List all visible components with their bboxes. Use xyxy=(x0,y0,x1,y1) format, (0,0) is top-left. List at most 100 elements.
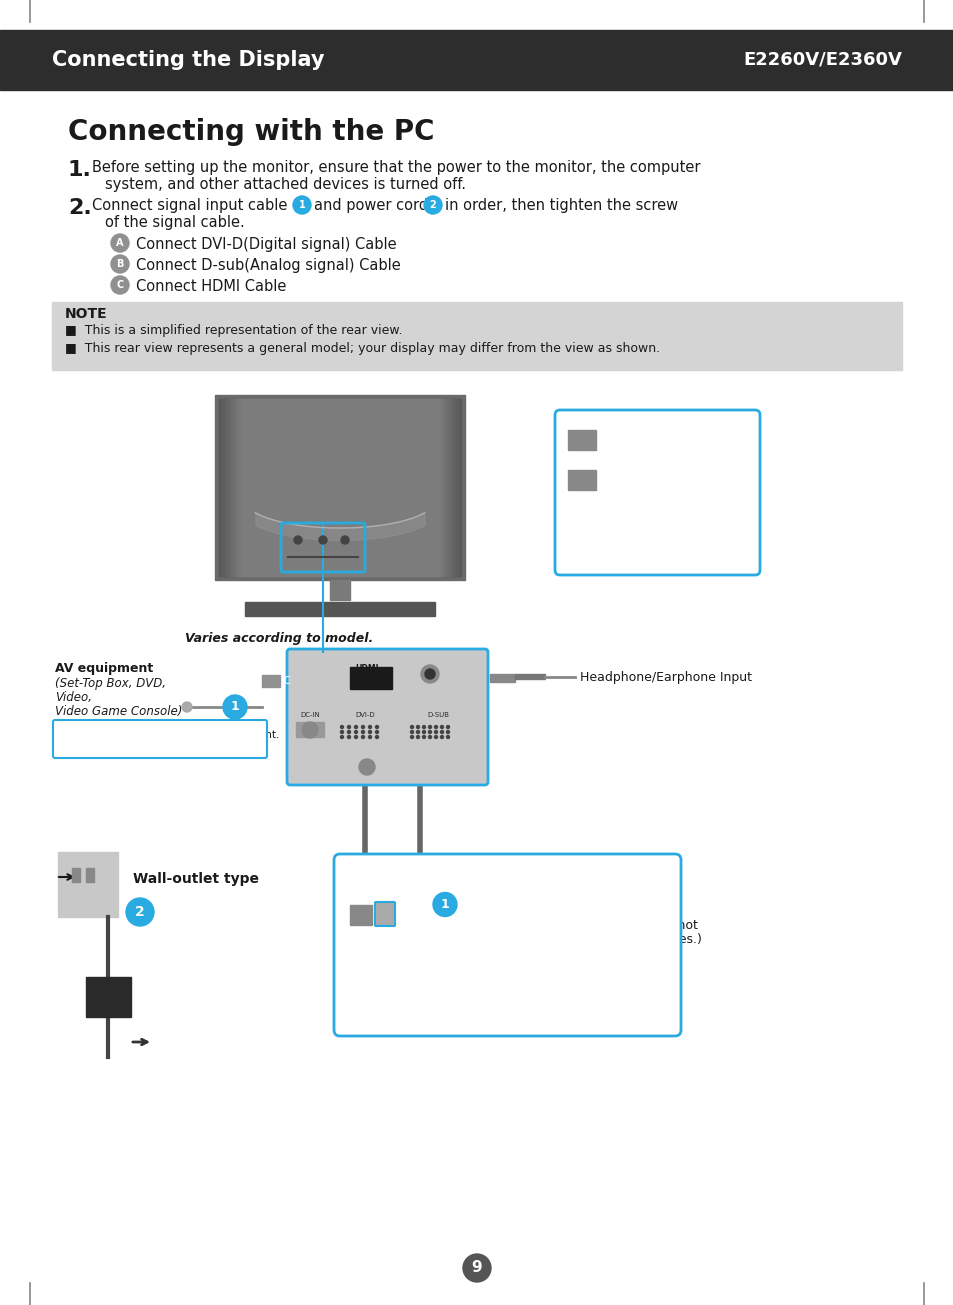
Text: DC-IN: DC-IN xyxy=(300,713,319,718)
Circle shape xyxy=(416,736,419,739)
Circle shape xyxy=(428,726,431,728)
Text: a  separate plug adapter is needed to: a separate plug adapter is needed to xyxy=(350,954,585,967)
Circle shape xyxy=(354,911,375,933)
Bar xyxy=(295,722,324,737)
FancyBboxPatch shape xyxy=(375,902,395,927)
Bar xyxy=(223,399,456,576)
Bar xyxy=(567,431,596,450)
Text: When using a D-Sub signal input cable: When using a D-Sub signal input cable xyxy=(350,874,620,887)
Circle shape xyxy=(375,736,378,739)
Text: input cable and: input cable and xyxy=(601,438,704,452)
Circle shape xyxy=(410,731,413,733)
Circle shape xyxy=(347,726,350,728)
Circle shape xyxy=(294,536,302,544)
Bar xyxy=(86,977,131,1017)
Text: E2260V/E2360V: E2260V/E2360V xyxy=(742,51,901,69)
Text: 1: 1 xyxy=(231,701,239,714)
Text: Video,: Video, xyxy=(55,692,91,703)
Text: Varies according to model.: Varies according to model. xyxy=(185,632,373,645)
Circle shape xyxy=(434,731,437,733)
Circle shape xyxy=(340,536,349,544)
Text: * Not supported PC: * Not supported PC xyxy=(60,744,160,754)
Bar xyxy=(330,579,350,600)
Text: AV equipment: AV equipment xyxy=(55,662,153,675)
Circle shape xyxy=(422,726,425,728)
Text: For Apple Macintosh use,: For Apple Macintosh use, xyxy=(424,940,585,953)
Text: * HDMI is optimized on the AV equipment.: * HDMI is optimized on the AV equipment. xyxy=(60,729,279,740)
Text: Headphone/Earphone Input: Headphone/Earphone Input xyxy=(579,671,751,684)
Circle shape xyxy=(409,911,431,933)
Text: to a 15 pin  2 row connector.: to a 15 pin 2 row connector. xyxy=(350,996,529,1009)
Text: direction of the: direction of the xyxy=(601,487,704,500)
Circle shape xyxy=(433,893,456,916)
Circle shape xyxy=(434,736,437,739)
Text: 2: 2 xyxy=(429,200,436,210)
Text: PC: PC xyxy=(512,894,530,908)
Circle shape xyxy=(368,731,371,733)
Text: ■  This rear view represents a general model; your display may differ from the v: ■ This rear view represents a general mo… xyxy=(65,342,659,355)
Circle shape xyxy=(416,731,419,733)
Bar xyxy=(227,399,453,576)
Circle shape xyxy=(440,731,443,733)
Bar xyxy=(405,878,435,890)
FancyBboxPatch shape xyxy=(214,395,464,579)
Circle shape xyxy=(111,254,129,273)
Text: 2: 2 xyxy=(135,904,145,919)
Bar xyxy=(234,399,444,576)
Bar xyxy=(239,399,440,576)
Text: Mac adapter :: Mac adapter : xyxy=(350,940,447,953)
Bar xyxy=(470,890,495,902)
Circle shape xyxy=(428,736,431,739)
Circle shape xyxy=(111,275,129,294)
Bar xyxy=(0,30,953,90)
Bar xyxy=(221,399,458,576)
Bar xyxy=(350,904,372,925)
Text: Connecting the Display: Connecting the Display xyxy=(52,50,324,70)
Text: 1.: 1. xyxy=(68,161,91,180)
Circle shape xyxy=(428,731,431,733)
Text: PC: PC xyxy=(512,919,530,933)
Bar xyxy=(86,868,94,882)
Circle shape xyxy=(422,731,425,733)
Text: ■  This is a simplified representation of the rear view.: ■ This is a simplified representation of… xyxy=(65,324,402,337)
Text: C: C xyxy=(116,281,124,290)
Text: change the 15 pin high density (3 row) D-: change the 15 pin high density (3 row) D… xyxy=(350,968,611,981)
Circle shape xyxy=(375,731,378,733)
Text: available in all countries.): available in all countries.) xyxy=(539,933,701,946)
Text: Connect D-sub(Analog signal) Cable: Connect D-sub(Analog signal) Cable xyxy=(136,258,400,273)
Circle shape xyxy=(361,731,364,733)
Text: 1: 1 xyxy=(298,200,305,210)
Text: the figure.: the figure. xyxy=(601,519,672,532)
Text: sub VGA connector on the supplied cable: sub VGA connector on the supplied cable xyxy=(350,981,607,994)
Bar xyxy=(355,897,375,902)
Circle shape xyxy=(340,736,343,739)
Text: C: C xyxy=(284,676,291,686)
Circle shape xyxy=(368,736,371,739)
Circle shape xyxy=(347,736,350,739)
Bar xyxy=(229,399,451,576)
Circle shape xyxy=(462,1254,491,1282)
Text: 1: 1 xyxy=(440,898,449,911)
Circle shape xyxy=(358,760,375,775)
Text: Connecting with the PC: Connecting with the PC xyxy=(68,117,434,146)
Bar xyxy=(350,667,392,689)
Circle shape xyxy=(126,898,153,927)
Bar xyxy=(262,675,280,686)
Text: DVI-D: DVI-D xyxy=(355,713,375,718)
Circle shape xyxy=(361,736,364,739)
Text: Connect signal input cable: Connect signal input cable xyxy=(91,198,287,213)
Circle shape xyxy=(446,726,449,728)
Circle shape xyxy=(347,731,350,733)
Text: turning in the: turning in the xyxy=(601,471,693,484)
Circle shape xyxy=(368,726,371,728)
Text: B: B xyxy=(116,258,124,269)
Circle shape xyxy=(340,731,343,733)
Circle shape xyxy=(182,702,192,713)
FancyBboxPatch shape xyxy=(334,853,680,1036)
Circle shape xyxy=(422,736,425,739)
Text: 2.: 2. xyxy=(68,198,91,218)
Circle shape xyxy=(361,726,364,728)
Text: A: A xyxy=(116,238,124,248)
Bar xyxy=(350,878,379,890)
Text: Video Game Console): Video Game Console) xyxy=(55,705,182,718)
